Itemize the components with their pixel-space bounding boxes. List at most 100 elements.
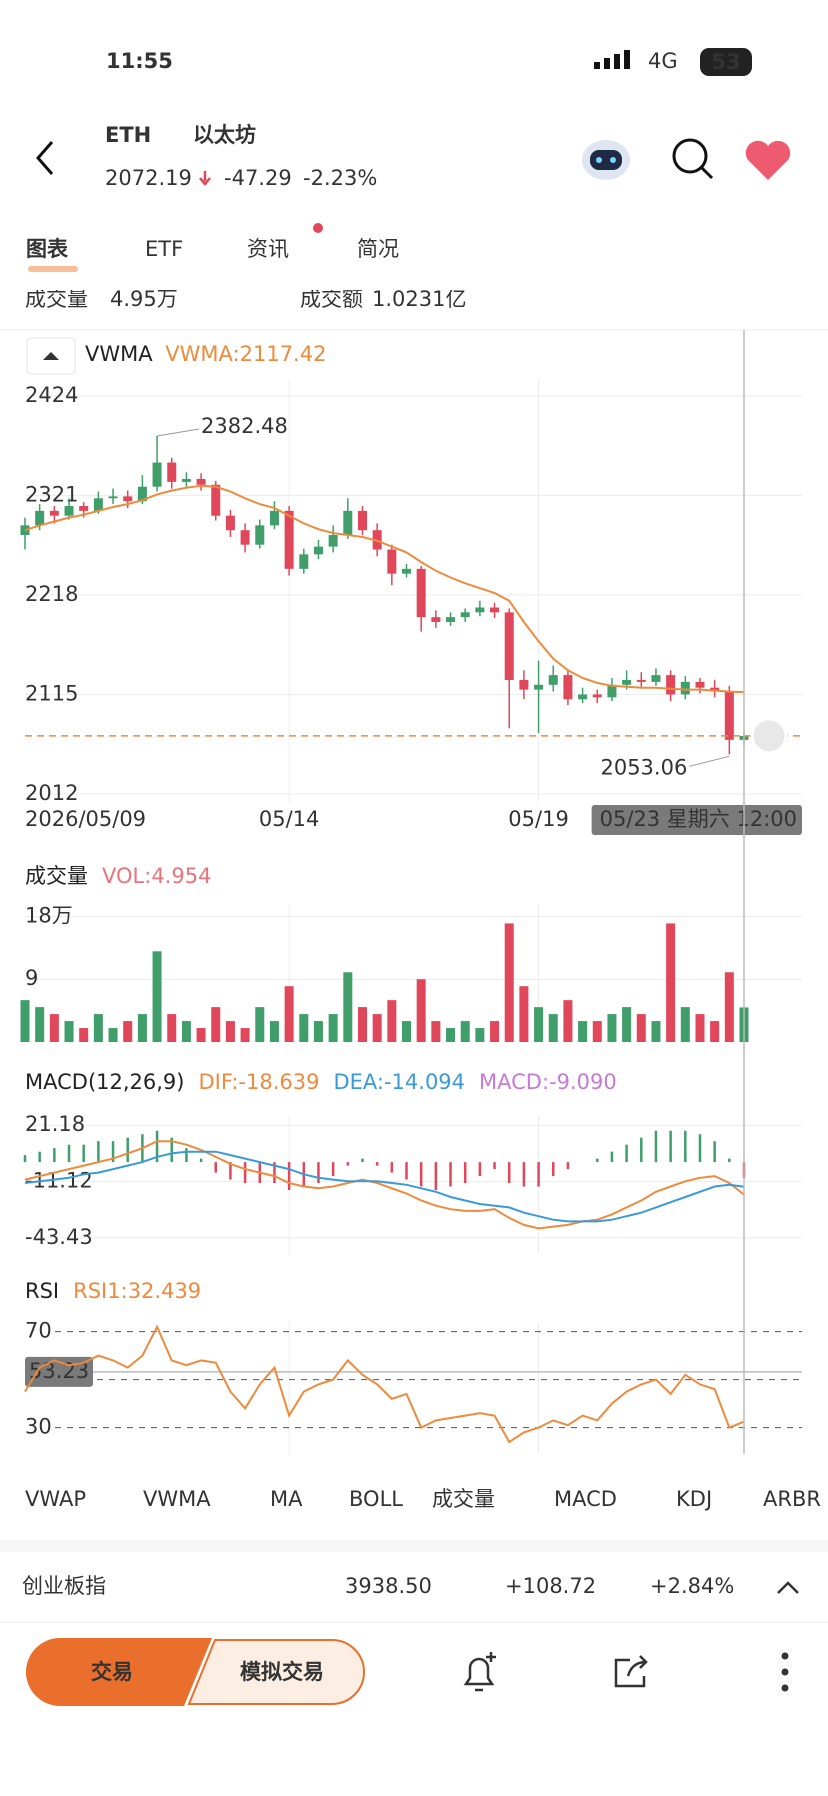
legend-item: VWMA: bbox=[165, 342, 239, 366]
simulate-label: 模拟交易 bbox=[240, 1660, 324, 1684]
legend-item: VOL: bbox=[102, 864, 151, 888]
high-label: 2382.48 bbox=[201, 414, 288, 438]
candle-body bbox=[548, 675, 558, 685]
back-button[interactable] bbox=[36, 141, 54, 175]
collapse-icon bbox=[43, 352, 59, 360]
y-tick-label: 2218 bbox=[25, 582, 78, 606]
volume-bar bbox=[372, 1014, 382, 1042]
y-tick-label: 2321 bbox=[25, 482, 78, 506]
alert-icon[interactable] bbox=[463, 1652, 496, 1692]
favorite-icon[interactable] bbox=[745, 140, 791, 180]
candle-body bbox=[607, 684, 617, 698]
legend-item: DIF: bbox=[199, 1070, 239, 1094]
volume-bar bbox=[357, 1007, 367, 1042]
expand-icon[interactable] bbox=[777, 1581, 799, 1594]
volume-bar bbox=[416, 979, 426, 1042]
candle-body bbox=[269, 510, 279, 526]
volume-bar bbox=[108, 1028, 118, 1042]
indicator-tab[interactable]: MA bbox=[270, 1487, 303, 1511]
dif-line bbox=[24, 1140, 745, 1230]
indicator-tab[interactable]: VWMA bbox=[143, 1487, 211, 1511]
network: 4G bbox=[648, 49, 678, 73]
volume-bar bbox=[431, 1021, 441, 1042]
volume-bar bbox=[622, 1007, 632, 1042]
candle-body bbox=[519, 679, 529, 690]
volume-bar bbox=[328, 1014, 338, 1042]
volume-bar bbox=[79, 1028, 89, 1042]
candle-body bbox=[108, 496, 118, 499]
asset-name: 以太坊 bbox=[193, 123, 256, 147]
stat-value: 4.95万 bbox=[110, 287, 178, 311]
volume-bar bbox=[20, 1000, 30, 1042]
volume-bar bbox=[666, 923, 676, 1042]
volume-bar bbox=[211, 1007, 221, 1042]
volume-bar bbox=[695, 1014, 705, 1042]
crosshair-label: 05/23 星期六 12:00 bbox=[600, 807, 797, 831]
candle-body bbox=[460, 612, 470, 618]
more-icon[interactable] bbox=[781, 1652, 789, 1692]
indicator-tab[interactable]: KDJ bbox=[676, 1487, 712, 1511]
candle-body bbox=[137, 486, 147, 502]
candle-body bbox=[504, 612, 514, 680]
battery bbox=[700, 48, 752, 76]
volume-bar bbox=[548, 1014, 558, 1042]
tab-indicator bbox=[28, 266, 78, 272]
legend-item: 32.439 bbox=[128, 1279, 201, 1303]
candle-body bbox=[402, 568, 412, 574]
volume-bar bbox=[225, 1021, 235, 1042]
volume-bar bbox=[534, 1007, 544, 1042]
tab[interactable]: 图表 bbox=[26, 237, 69, 261]
candle-body bbox=[534, 684, 544, 690]
search-icon[interactable] bbox=[672, 138, 714, 180]
tab[interactable]: ETF bbox=[145, 237, 183, 261]
candle-body bbox=[284, 510, 294, 569]
legend-item: 成交量 bbox=[25, 864, 88, 888]
y-tick-label: 2115 bbox=[25, 681, 78, 705]
volume-bar bbox=[490, 1021, 500, 1042]
candle-body bbox=[240, 530, 250, 545]
candle-body bbox=[93, 498, 103, 511]
x-tick-label: 05/14 bbox=[259, 807, 320, 831]
assistant-icon[interactable] bbox=[582, 140, 630, 180]
tab[interactable]: 简况 bbox=[357, 237, 399, 261]
legend-item: -18.639 bbox=[238, 1070, 319, 1094]
volume-bar bbox=[167, 1014, 177, 1042]
y-tick-label: 9 bbox=[25, 966, 38, 990]
indicator-tab[interactable]: 成交量 bbox=[432, 1487, 495, 1511]
legend-item: 4.954 bbox=[151, 864, 211, 888]
volume-bar bbox=[313, 1021, 323, 1042]
volume-bar bbox=[123, 1021, 133, 1042]
indicator-tab[interactable]: BOLL bbox=[349, 1487, 403, 1511]
candle-body bbox=[152, 462, 162, 487]
indicator-tab[interactable]: MACD bbox=[554, 1487, 617, 1511]
y-tick-label: 2424 bbox=[25, 383, 78, 407]
legend: MACD(12,26,9) DIF:-18.639 DEA:-14.094 MACD:… bbox=[25, 1070, 617, 1094]
share-icon[interactable] bbox=[614, 1655, 648, 1688]
down-arrow bbox=[199, 171, 211, 186]
candle-body bbox=[724, 691, 734, 740]
tab[interactable]: 资讯 bbox=[247, 237, 289, 261]
legend-item: VWMA bbox=[85, 342, 153, 366]
volume-bar bbox=[152, 951, 162, 1042]
volume-bar bbox=[563, 1000, 573, 1042]
y-tick-label: 70 bbox=[25, 1319, 52, 1343]
x-tick-label: 05/19 bbox=[508, 807, 569, 831]
volume-bar bbox=[607, 1014, 617, 1042]
candle-body bbox=[387, 549, 397, 574]
candle-body bbox=[49, 510, 59, 516]
simulate-button[interactable] bbox=[187, 1639, 365, 1705]
indicator-tab[interactable]: ARBR bbox=[763, 1487, 821, 1511]
candle-body bbox=[79, 506, 89, 511]
volume-bar bbox=[255, 1007, 265, 1042]
change-pct: -2.23% bbox=[303, 166, 377, 190]
battery-level: 53 bbox=[711, 50, 740, 74]
indicator-tab[interactable]: VWAP bbox=[25, 1487, 86, 1511]
y-tick-label: 21.18 bbox=[25, 1112, 85, 1136]
candle-body bbox=[343, 510, 353, 536]
legend-item: RSI1: bbox=[73, 1279, 128, 1303]
volume-bar bbox=[504, 923, 514, 1042]
candle-body bbox=[563, 675, 573, 700]
divider-band bbox=[0, 1540, 828, 1552]
volume-bar bbox=[680, 1007, 690, 1042]
trade-button[interactable] bbox=[26, 1638, 212, 1706]
